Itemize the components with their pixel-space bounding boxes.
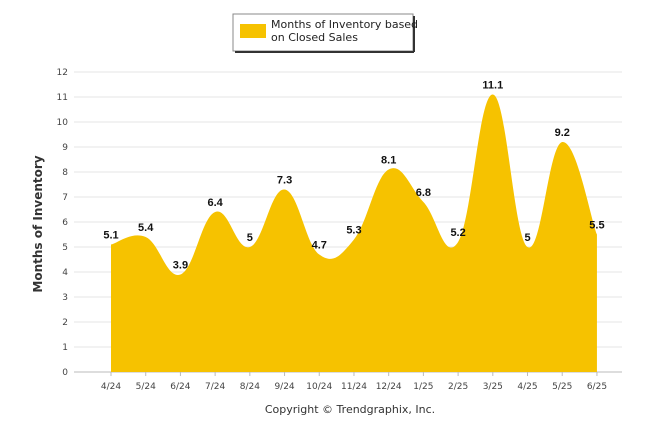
x-tick-label: 3/25 bbox=[483, 382, 503, 392]
data-label: 6.4 bbox=[207, 197, 223, 209]
data-label: 9.2 bbox=[555, 127, 570, 139]
y-tick-label: 1 bbox=[62, 343, 68, 353]
x-tick-label: 1/25 bbox=[413, 382, 433, 392]
data-label: 6.8 bbox=[416, 187, 431, 199]
legend-swatch bbox=[240, 24, 266, 38]
x-tick-label: 5/25 bbox=[552, 382, 572, 392]
y-tick-label: 0 bbox=[62, 368, 68, 378]
legend: Months of Inventory based on Closed Sale… bbox=[232, 13, 418, 53]
x-tick-label: 8/24 bbox=[240, 382, 260, 392]
x-tick-label: 4/24 bbox=[101, 382, 121, 392]
y-tick-label: 8 bbox=[62, 168, 68, 178]
x-tick-label: 9/24 bbox=[274, 382, 294, 392]
x-tick-label: 12/24 bbox=[376, 382, 402, 392]
x-tick-label: 2/25 bbox=[448, 382, 468, 392]
data-label: 5.2 bbox=[450, 227, 465, 239]
y-tick-label: 9 bbox=[62, 143, 68, 153]
y-tick-label: 7 bbox=[62, 193, 68, 203]
data-label: 5.5 bbox=[589, 220, 604, 232]
y-tick-label: 5 bbox=[62, 243, 68, 253]
y-tick-label: 3 bbox=[62, 293, 68, 303]
data-label: 5.1 bbox=[103, 230, 118, 242]
x-tick-label: 10/24 bbox=[306, 382, 332, 392]
legend-label-line1: Months of Inventory based bbox=[271, 18, 418, 31]
x-tick-label: 6/24 bbox=[170, 382, 190, 392]
data-label: 3.9 bbox=[173, 260, 188, 272]
x-tick-label: 6/25 bbox=[587, 382, 607, 392]
y-tick-label: 6 bbox=[62, 218, 68, 228]
area-series bbox=[111, 94, 597, 372]
data-label: 11.1 bbox=[482, 80, 503, 92]
x-tick-label: 5/24 bbox=[136, 382, 156, 392]
x-tick-label: 7/24 bbox=[205, 382, 225, 392]
data-label: 5 bbox=[247, 232, 253, 244]
data-label: 8.1 bbox=[381, 155, 396, 167]
legend-label-line2: on Closed Sales bbox=[271, 31, 358, 44]
x-tick-label: 11/24 bbox=[341, 382, 367, 392]
y-axis-title: Months of Inventory bbox=[31, 155, 45, 292]
y-tick-label: 12 bbox=[57, 68, 68, 78]
y-tick-label: 10 bbox=[57, 118, 69, 128]
y-tick-label: 4 bbox=[62, 268, 68, 278]
y-tick-label: 2 bbox=[62, 318, 68, 328]
data-label: 5.3 bbox=[346, 225, 361, 237]
data-label: 5 bbox=[524, 232, 530, 244]
x-tick-label: 4/25 bbox=[517, 382, 537, 392]
data-label: 7.3 bbox=[277, 175, 292, 187]
data-label: 5.4 bbox=[138, 222, 154, 234]
copyright-credit: Copyright © Trendgraphix, Inc. bbox=[265, 403, 435, 416]
y-tick-label: 11 bbox=[57, 93, 68, 103]
data-label: 4.7 bbox=[312, 240, 327, 252]
x-axis-ticks: 4/24 5/24 6/24 7/24 8/24 9/24 10/24 11/24 12/24 1… bbox=[101, 372, 607, 392]
data-labels: 5.1 5.4 3.9 6.4 5 7.3 4.7 5.3 8.1 6.8 5.2 11.1 5 9.2 5… bbox=[103, 80, 604, 272]
